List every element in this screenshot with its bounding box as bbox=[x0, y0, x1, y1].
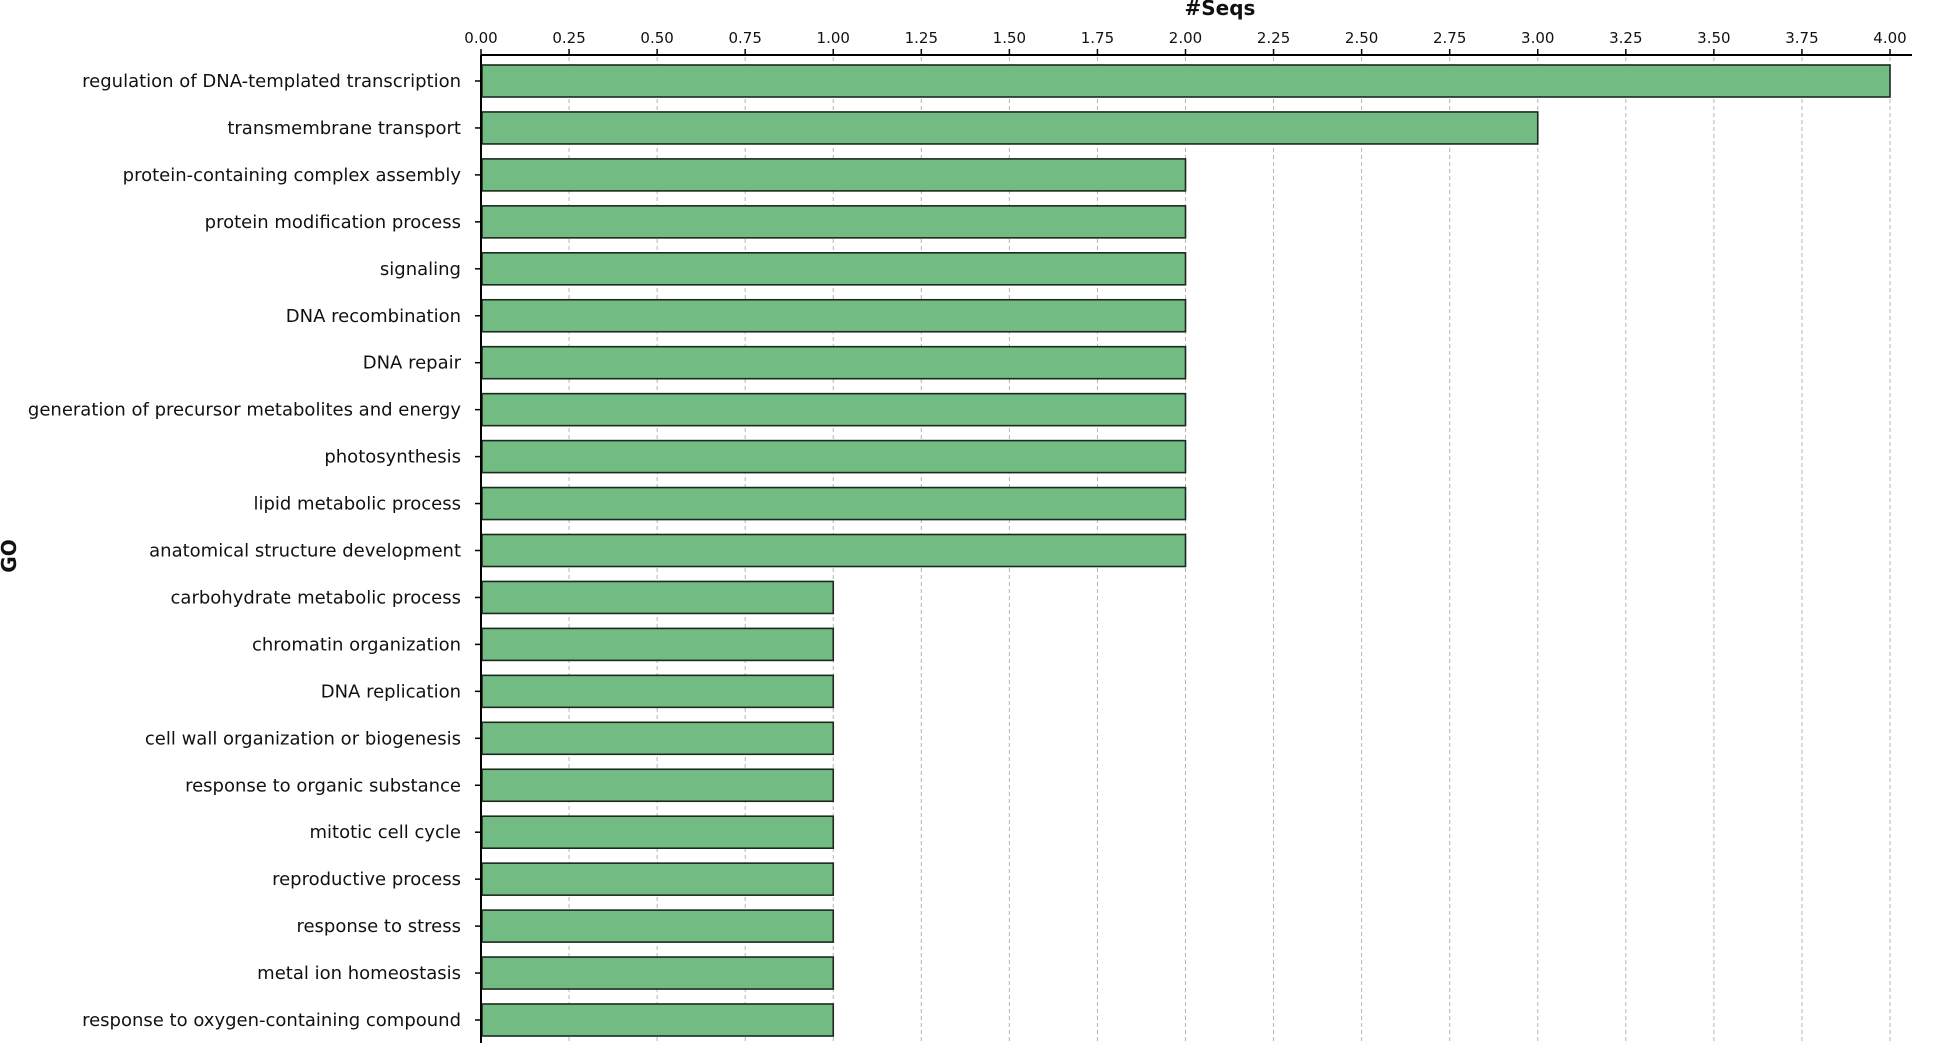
category-label: generation of precursor metabolites and … bbox=[28, 400, 461, 421]
bar bbox=[481, 439, 1187, 474]
bar bbox=[481, 298, 1187, 333]
bar bbox=[481, 205, 1187, 239]
category-label: metal ion homeostasis bbox=[257, 963, 461, 984]
x-tick-label: 1.25 bbox=[905, 29, 938, 47]
bar bbox=[481, 533, 1187, 568]
category-label: signaling bbox=[380, 259, 461, 280]
category-label: chromatin organization bbox=[252, 634, 461, 655]
category-label: protein modification process bbox=[205, 212, 461, 233]
x-tick-label: 3.75 bbox=[1785, 29, 1818, 47]
bar bbox=[481, 580, 835, 615]
x-tick-label: 2.00 bbox=[1169, 29, 1202, 47]
category-label: lipid metabolic process bbox=[253, 494, 461, 515]
bar bbox=[481, 345, 1187, 380]
x-tick-label: 1.50 bbox=[993, 29, 1026, 47]
bar bbox=[481, 392, 1187, 427]
category-labels: regulation of DNA-templated transcriptio… bbox=[28, 71, 462, 1031]
bar bbox=[481, 909, 835, 943]
category-label: DNA replication bbox=[321, 681, 461, 702]
x-tick-label: 1.00 bbox=[817, 29, 850, 47]
x-tick-label: 0.00 bbox=[464, 29, 497, 47]
category-label: cell wall organization or biogenesis bbox=[145, 728, 461, 749]
bar bbox=[481, 64, 1891, 98]
bar bbox=[481, 956, 835, 990]
x-tick-label: 3.25 bbox=[1609, 29, 1642, 47]
x-tick-label: 0.25 bbox=[552, 29, 585, 47]
bar bbox=[481, 674, 835, 709]
x-tick-label: 0.50 bbox=[640, 29, 673, 47]
bar bbox=[481, 1003, 835, 1037]
y-axis-title: GO bbox=[0, 539, 21, 572]
category-label: protein-containing complex assembly bbox=[123, 165, 462, 186]
x-axis-title: #Seqs bbox=[1185, 0, 1256, 20]
bar bbox=[481, 815, 835, 850]
x-tick-label: 3.50 bbox=[1697, 29, 1730, 47]
category-label: DNA repair bbox=[363, 353, 462, 374]
bar bbox=[481, 721, 835, 756]
category-label: mitotic cell cycle bbox=[310, 822, 462, 843]
category-label: photosynthesis bbox=[324, 447, 461, 468]
x-tick-label: 4.00 bbox=[1873, 29, 1906, 47]
bar bbox=[481, 111, 1539, 145]
category-label: reproductive process bbox=[272, 869, 461, 890]
x-tick-label: 3.00 bbox=[1521, 29, 1554, 47]
bar bbox=[481, 627, 835, 662]
category-label: response to stress bbox=[296, 916, 461, 937]
bar bbox=[481, 252, 1187, 286]
category-label: response to oxygen-containing compound bbox=[82, 1010, 461, 1031]
bar bbox=[481, 486, 1187, 521]
x-tick-label: 2.75 bbox=[1433, 29, 1466, 47]
bar bbox=[481, 158, 1187, 192]
bars bbox=[481, 64, 1891, 1037]
bar bbox=[481, 862, 835, 896]
x-tick-label: 2.25 bbox=[1257, 29, 1290, 47]
x-axis: 0.00 0.25 0.50 0.75 1.00 1.25 1.50 1.75 2.00 2.25… bbox=[464, 29, 1912, 1043]
category-label: transmembrane transport bbox=[227, 118, 461, 139]
bar bbox=[481, 768, 835, 803]
x-tick-label: 0.75 bbox=[728, 29, 761, 47]
x-tick-label: 1.75 bbox=[1081, 29, 1114, 47]
category-label: DNA recombination bbox=[286, 306, 461, 327]
category-label: anatomical structure development bbox=[149, 541, 461, 562]
category-label: response to organic substance bbox=[185, 775, 461, 796]
category-label: regulation of DNA-templated transcriptio… bbox=[82, 71, 461, 92]
category-label: carbohydrate metabolic process bbox=[171, 587, 461, 608]
x-tick-label: 2.50 bbox=[1345, 29, 1378, 47]
